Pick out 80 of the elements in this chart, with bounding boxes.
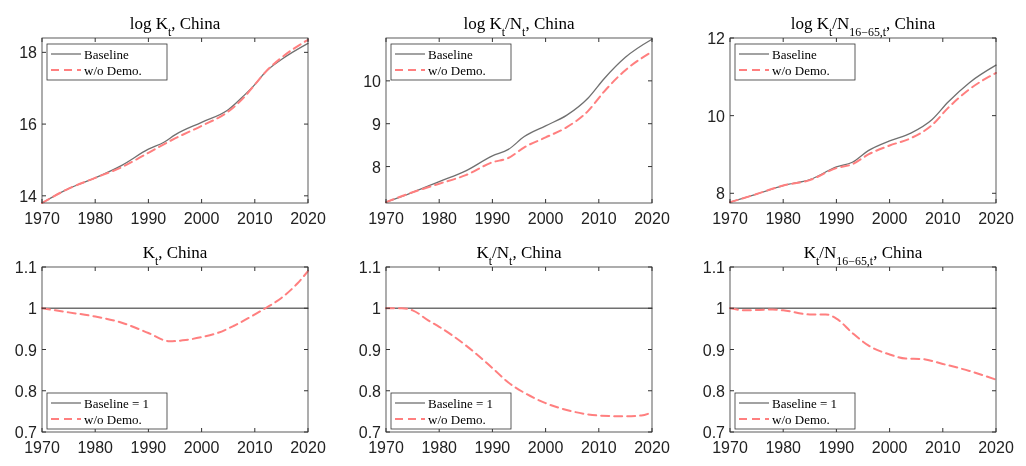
y-tick-label: 0.7	[14, 424, 38, 441]
legend-label: Baseline = 1	[84, 395, 150, 411]
y-tick-label: 0.9	[14, 341, 38, 359]
legend-label: w/o Demo.	[772, 62, 830, 78]
x-tick-label: 2020	[290, 210, 326, 227]
y-tick-label: 8	[716, 185, 726, 203]
x-tick-label: 1980	[77, 210, 114, 227]
x-tick-label: 2010	[925, 439, 961, 456]
legend-label: w/o Demo.	[84, 62, 142, 78]
chart-title: log K$_{t}$/N$_{16−65,t}$, China	[790, 14, 936, 39]
chart-title: log K$_{t}$, China	[129, 14, 221, 39]
x-tick-label: 2000	[871, 439, 908, 456]
x-tick-label: 2020	[978, 210, 1014, 227]
y-tick-label: 0.9	[702, 341, 726, 359]
y-tick-label: 1.1	[358, 259, 382, 276]
x-tick-label: 1980	[421, 210, 458, 227]
y-tick-label: 1.1	[14, 259, 38, 276]
x-tick-label: 1970	[712, 439, 748, 456]
y-tick-label: 9	[372, 115, 382, 133]
y-tick-label: 10	[707, 107, 726, 125]
y-tick-label: 0.8	[358, 382, 382, 400]
x-tick-label: 1990	[818, 439, 855, 456]
y-tick-label: 0.9	[358, 341, 382, 359]
x-tick-label: 1980	[765, 210, 802, 227]
x-tick-label: 2020	[290, 439, 326, 456]
x-tick-label: 2000	[527, 439, 564, 456]
legend-label: w/o Demo.	[772, 411, 830, 427]
y-tick-label: 0.7	[358, 424, 382, 441]
x-tick-label: 1970	[24, 210, 60, 227]
legend-label: Baseline = 1	[772, 395, 838, 411]
legend-label: Baseline	[84, 46, 129, 62]
y-tick-label: 1.1	[702, 259, 726, 276]
y-tick-label: 0.8	[702, 382, 726, 400]
x-tick-label: 1970	[24, 439, 60, 456]
line-series	[41, 270, 309, 343]
legend-label: w/o Demo.	[84, 411, 142, 427]
y-tick-label: 8	[372, 158, 382, 176]
x-tick-label: 1990	[474, 210, 511, 227]
x-tick-label: 1990	[130, 210, 167, 227]
chart-title: K$_{t}$/N$_{t}$, China	[476, 243, 562, 268]
x-tick-label: 2010	[925, 210, 961, 227]
x-tick-label: 1970	[368, 439, 404, 456]
chart-title: K$_{t}$, China	[142, 243, 208, 268]
x-tick-label: 1980	[765, 439, 802, 456]
x-tick-label: 2020	[634, 210, 670, 227]
x-tick-label: 1990	[130, 439, 167, 456]
legend-label: w/o Demo.	[428, 62, 486, 78]
y-tick-label: 12	[707, 30, 726, 47]
y-tick-label: 1	[28, 300, 38, 318]
y-tick-label: 1	[372, 300, 382, 318]
chart-title: log K$_{t}$/N$_{t}$, China	[463, 14, 575, 39]
y-tick-label: 16	[19, 116, 38, 134]
x-tick-label: 2000	[871, 210, 908, 227]
y-tick-label: 18	[19, 44, 38, 62]
x-tick-label: 1980	[77, 439, 114, 456]
x-tick-label: 2010	[581, 439, 617, 456]
x-tick-label: 2020	[978, 439, 1014, 456]
x-tick-label: 2000	[183, 439, 220, 456]
legend-label: Baseline	[772, 46, 817, 62]
y-tick-label: 1	[716, 300, 726, 318]
x-tick-label: 2010	[237, 210, 273, 227]
x-tick-label: 2010	[237, 439, 273, 456]
y-tick-label: 14	[19, 187, 38, 205]
x-tick-label: 1970	[368, 210, 404, 227]
x-tick-label: 1990	[474, 439, 511, 456]
y-tick-label: 10	[363, 72, 382, 90]
x-tick-label: 2020	[634, 439, 670, 456]
x-tick-label: 2000	[527, 210, 564, 227]
x-tick-label: 1980	[421, 439, 458, 456]
y-tick-label: 0.7	[702, 424, 726, 441]
x-tick-label: 2010	[581, 210, 617, 227]
chart-title: K$_{t}$/N$_{16−65,t}$, China	[803, 243, 923, 268]
x-tick-label: 1990	[818, 210, 855, 227]
legend-label: Baseline	[428, 46, 473, 62]
legend-label: Baseline = 1	[428, 395, 494, 411]
x-tick-label: 2000	[183, 210, 220, 227]
line-series	[729, 307, 997, 381]
legend-label: w/o Demo.	[428, 411, 486, 427]
x-tick-label: 1970	[712, 210, 748, 227]
y-tick-label: 0.8	[14, 382, 38, 400]
